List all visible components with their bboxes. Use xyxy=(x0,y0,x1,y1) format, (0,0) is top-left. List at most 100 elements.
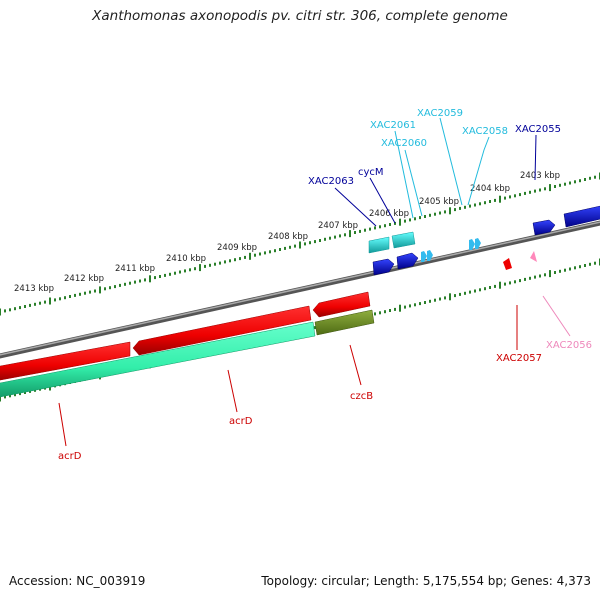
gene-XAC2060b[interactable] xyxy=(427,250,433,261)
gene-acrD-a[interactable] xyxy=(0,341,131,381)
gene-cycM[interactable] xyxy=(368,236,390,254)
gene-czcB[interactable] xyxy=(314,309,375,336)
gene-XAC2055[interactable] xyxy=(532,219,556,236)
outer-minor-tick xyxy=(304,242,306,246)
outer-minor-tick xyxy=(84,291,86,295)
inner-minor-tick xyxy=(419,302,421,306)
label-XAC2060[interactable]: XAC2060 xyxy=(381,138,427,149)
outer-minor-tick xyxy=(444,210,446,214)
label-cycM[interactable]: cycM xyxy=(358,167,384,178)
outer-minor-tick xyxy=(424,215,426,218)
outer-minor-tick xyxy=(44,300,46,304)
outer-minor-tick xyxy=(429,213,431,217)
inner-minor-tick xyxy=(559,269,561,273)
outer-minor-tick xyxy=(379,225,381,229)
outer-minor-tick xyxy=(389,223,391,226)
gene-XAC2061[interactable] xyxy=(391,231,416,249)
outer-minor-tick xyxy=(139,279,141,283)
gene-XAC2057[interactable] xyxy=(503,258,512,270)
inner-minor-tick xyxy=(374,312,376,316)
inner-major-tick xyxy=(399,304,401,312)
outer-minor-tick xyxy=(594,175,596,179)
inner-minor-tick xyxy=(409,304,411,308)
outer-minor-tick xyxy=(409,218,411,222)
inner-minor-tick xyxy=(519,279,521,283)
inner-minor-tick xyxy=(24,391,26,394)
inner-minor-tick xyxy=(544,273,546,277)
label-XAC2057[interactable]: XAC2057 xyxy=(496,353,542,364)
inner-minor-tick xyxy=(414,303,416,307)
outer-minor-tick xyxy=(259,252,261,256)
outer-minor-tick xyxy=(519,193,521,197)
outer-minor-tick xyxy=(174,271,176,275)
label-XAC2056[interactable]: XAC2056 xyxy=(546,340,592,351)
genome-backbone xyxy=(0,220,600,359)
outer-major-tick xyxy=(249,252,251,260)
gene-XAC2056[interactable] xyxy=(530,251,537,262)
outer-minor-tick xyxy=(179,270,181,274)
inner-minor-tick xyxy=(514,280,516,284)
outer-minor-tick xyxy=(554,185,556,188)
outer-minor-tick xyxy=(114,285,116,289)
inner-major-tick xyxy=(0,394,1,402)
outer-minor-tick xyxy=(289,245,291,249)
gene-acrD-b[interactable] xyxy=(132,305,312,356)
outer-minor-tick xyxy=(184,269,186,273)
outer-minor-tick xyxy=(274,249,276,253)
inner-minor-tick xyxy=(434,298,436,302)
inner-minor-tick xyxy=(534,275,536,279)
inner-minor-tick xyxy=(4,395,6,399)
outer-minor-tick xyxy=(124,282,126,286)
label-czcB[interactable]: czcB xyxy=(350,391,373,402)
outer-major-tick xyxy=(99,286,101,294)
outer-minor-tick xyxy=(264,251,266,255)
label-XAC2058[interactable]: XAC2058 xyxy=(462,126,508,137)
outer-minor-tick xyxy=(534,189,536,193)
outer-minor-tick xyxy=(154,276,156,280)
outer-minor-tick xyxy=(129,281,131,285)
gene-czcB-red[interactable] xyxy=(312,291,371,318)
gene-XAC2062[interactable] xyxy=(396,252,419,270)
outer-minor-tick xyxy=(474,203,476,207)
outer-minor-tick xyxy=(164,273,166,277)
inner-major-tick xyxy=(499,281,501,289)
label-XAC2063[interactable]: XAC2063 xyxy=(308,176,354,187)
outer-minor-tick xyxy=(464,205,466,209)
inner-minor-tick xyxy=(384,310,386,314)
label-XAC2059[interactable]: XAC2059 xyxy=(417,108,463,119)
inner-minor-tick xyxy=(524,277,526,281)
scale-label-2403: 2403 kbp xyxy=(520,171,560,181)
gene-acrD-green[interactable] xyxy=(0,321,316,398)
outer-minor-tick xyxy=(494,198,496,202)
outer-minor-tick xyxy=(309,241,311,245)
outer-minor-tick xyxy=(419,216,421,220)
outer-minor-tick xyxy=(134,280,136,284)
outer-minor-tick xyxy=(339,234,341,238)
label-XAC2055[interactable]: XAC2055 xyxy=(515,124,561,135)
leader-acrD-2 xyxy=(227,369,238,413)
outer-minor-tick xyxy=(214,262,216,266)
gene-XAC2060[interactable] xyxy=(421,251,427,262)
leader-lines xyxy=(58,117,571,447)
outer-major-tick xyxy=(149,275,151,283)
outer-minor-tick xyxy=(224,260,226,264)
outer-minor-tick xyxy=(529,190,531,194)
label-acrD-2[interactable]: acrD xyxy=(229,416,253,427)
outer-minor-tick xyxy=(404,219,406,223)
gene-XAC2063[interactable] xyxy=(372,258,395,276)
outer-minor-tick xyxy=(319,239,321,242)
label-acrD-1[interactable]: acrD xyxy=(58,451,82,462)
inner-minor-tick xyxy=(429,299,431,303)
inner-minor-tick xyxy=(579,265,581,269)
inner-minor-tick xyxy=(474,289,476,293)
gene-XAC2058[interactable] xyxy=(475,238,481,249)
outer-minor-tick xyxy=(564,182,566,186)
outer-minor-tick xyxy=(194,267,196,271)
outer-minor-tick xyxy=(159,275,161,278)
gene-XAC2059[interactable] xyxy=(469,239,475,250)
outer-minor-tick xyxy=(589,176,591,180)
inner-minor-tick xyxy=(9,394,11,398)
gene-XAC2054[interactable] xyxy=(563,205,600,228)
label-XAC2061[interactable]: XAC2061 xyxy=(370,120,416,131)
inner-minor-tick xyxy=(574,266,576,270)
